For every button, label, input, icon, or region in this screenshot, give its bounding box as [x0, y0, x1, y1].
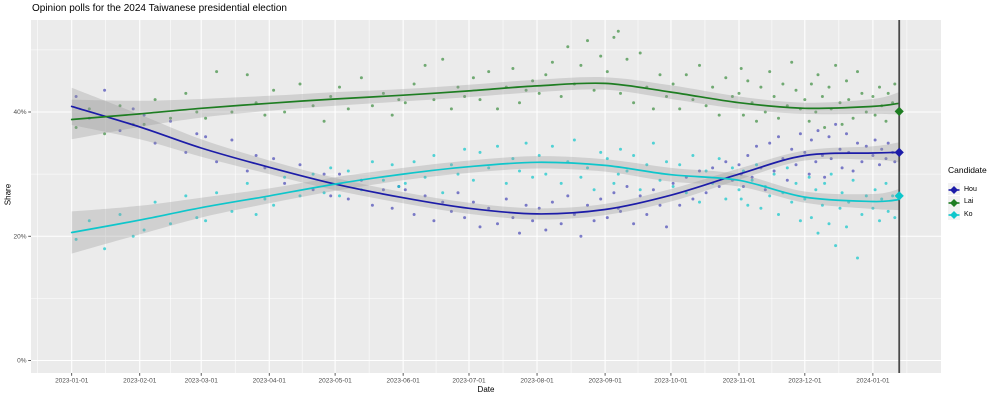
chart-title: Opinion polls for the 2024 Taiwanese pre… [32, 3, 287, 14]
y-tick-label: 0% [17, 358, 27, 365]
y-axis-title: Share [3, 183, 13, 206]
legend-label-lai: Lai [964, 198, 974, 206]
legend-key-hou-icon [948, 183, 960, 196]
ci-band-hou [71, 87, 900, 220]
legend-key-ko-icon [948, 208, 960, 221]
ci-band-ko [71, 156, 900, 254]
legend-title: Candidate [948, 165, 987, 175]
x-tick-label: 2023-01-01 [55, 378, 89, 385]
result-marker-hou [894, 147, 904, 157]
x-tick-label: 2023-08-01 [520, 378, 554, 385]
y-tick-label: 40% [13, 109, 26, 116]
plot-panel [31, 20, 941, 373]
trend-line-hou [70, 105, 901, 215]
x-tick-label: 2023-12-01 [788, 378, 822, 385]
x-tick-label: 2023-04-01 [253, 378, 287, 385]
legend: Candidate Hou Lai Ko [948, 165, 987, 221]
result-marker-lai [894, 106, 904, 116]
x-tick-label: 2023-07-01 [452, 378, 486, 385]
scatter-points-ko [74, 138, 897, 260]
trend-line-ko [70, 161, 901, 234]
minor-gridlines [31, 20, 941, 373]
x-tick-label: 2023-03-01 [185, 378, 219, 385]
y-tick-label: 20% [13, 233, 26, 240]
ci-band-lai [71, 76, 900, 140]
major-gridlines [31, 20, 941, 373]
x-tick-label: 2023-06-01 [387, 378, 421, 385]
x-tick-label: 2023-10-01 [654, 378, 688, 385]
x-tick-label: 2023-05-01 [318, 378, 352, 385]
legend-key-lai-icon [948, 195, 960, 208]
x-tick-label: 2023-02-01 [123, 378, 157, 385]
x-tick-label: 2024-01-01 [856, 378, 890, 385]
result-marker-ko [894, 191, 904, 201]
legend-label-ko: Ko [964, 210, 973, 218]
x-axis-title: Date [477, 385, 495, 394]
legend-item-hou: Hou [948, 183, 987, 196]
y-axis-ticks: 0% 20% 40% [13, 109, 31, 365]
x-tick-label: 2023-09-01 [588, 378, 622, 385]
legend-item-ko: Ko [948, 208, 987, 221]
x-tick-label: 2023-11-01 [723, 378, 756, 385]
scatter-points-hou [74, 88, 897, 238]
scatter-points-lai [74, 29, 897, 136]
legend-label-hou: Hou [964, 185, 977, 193]
trend-line-lai [70, 82, 901, 121]
x-axis-ticks: 2023-01-01 2023-02-01 2023-03-01 2023-04-01… [55, 373, 890, 385]
legend-item-lai: Lai [948, 195, 987, 209]
